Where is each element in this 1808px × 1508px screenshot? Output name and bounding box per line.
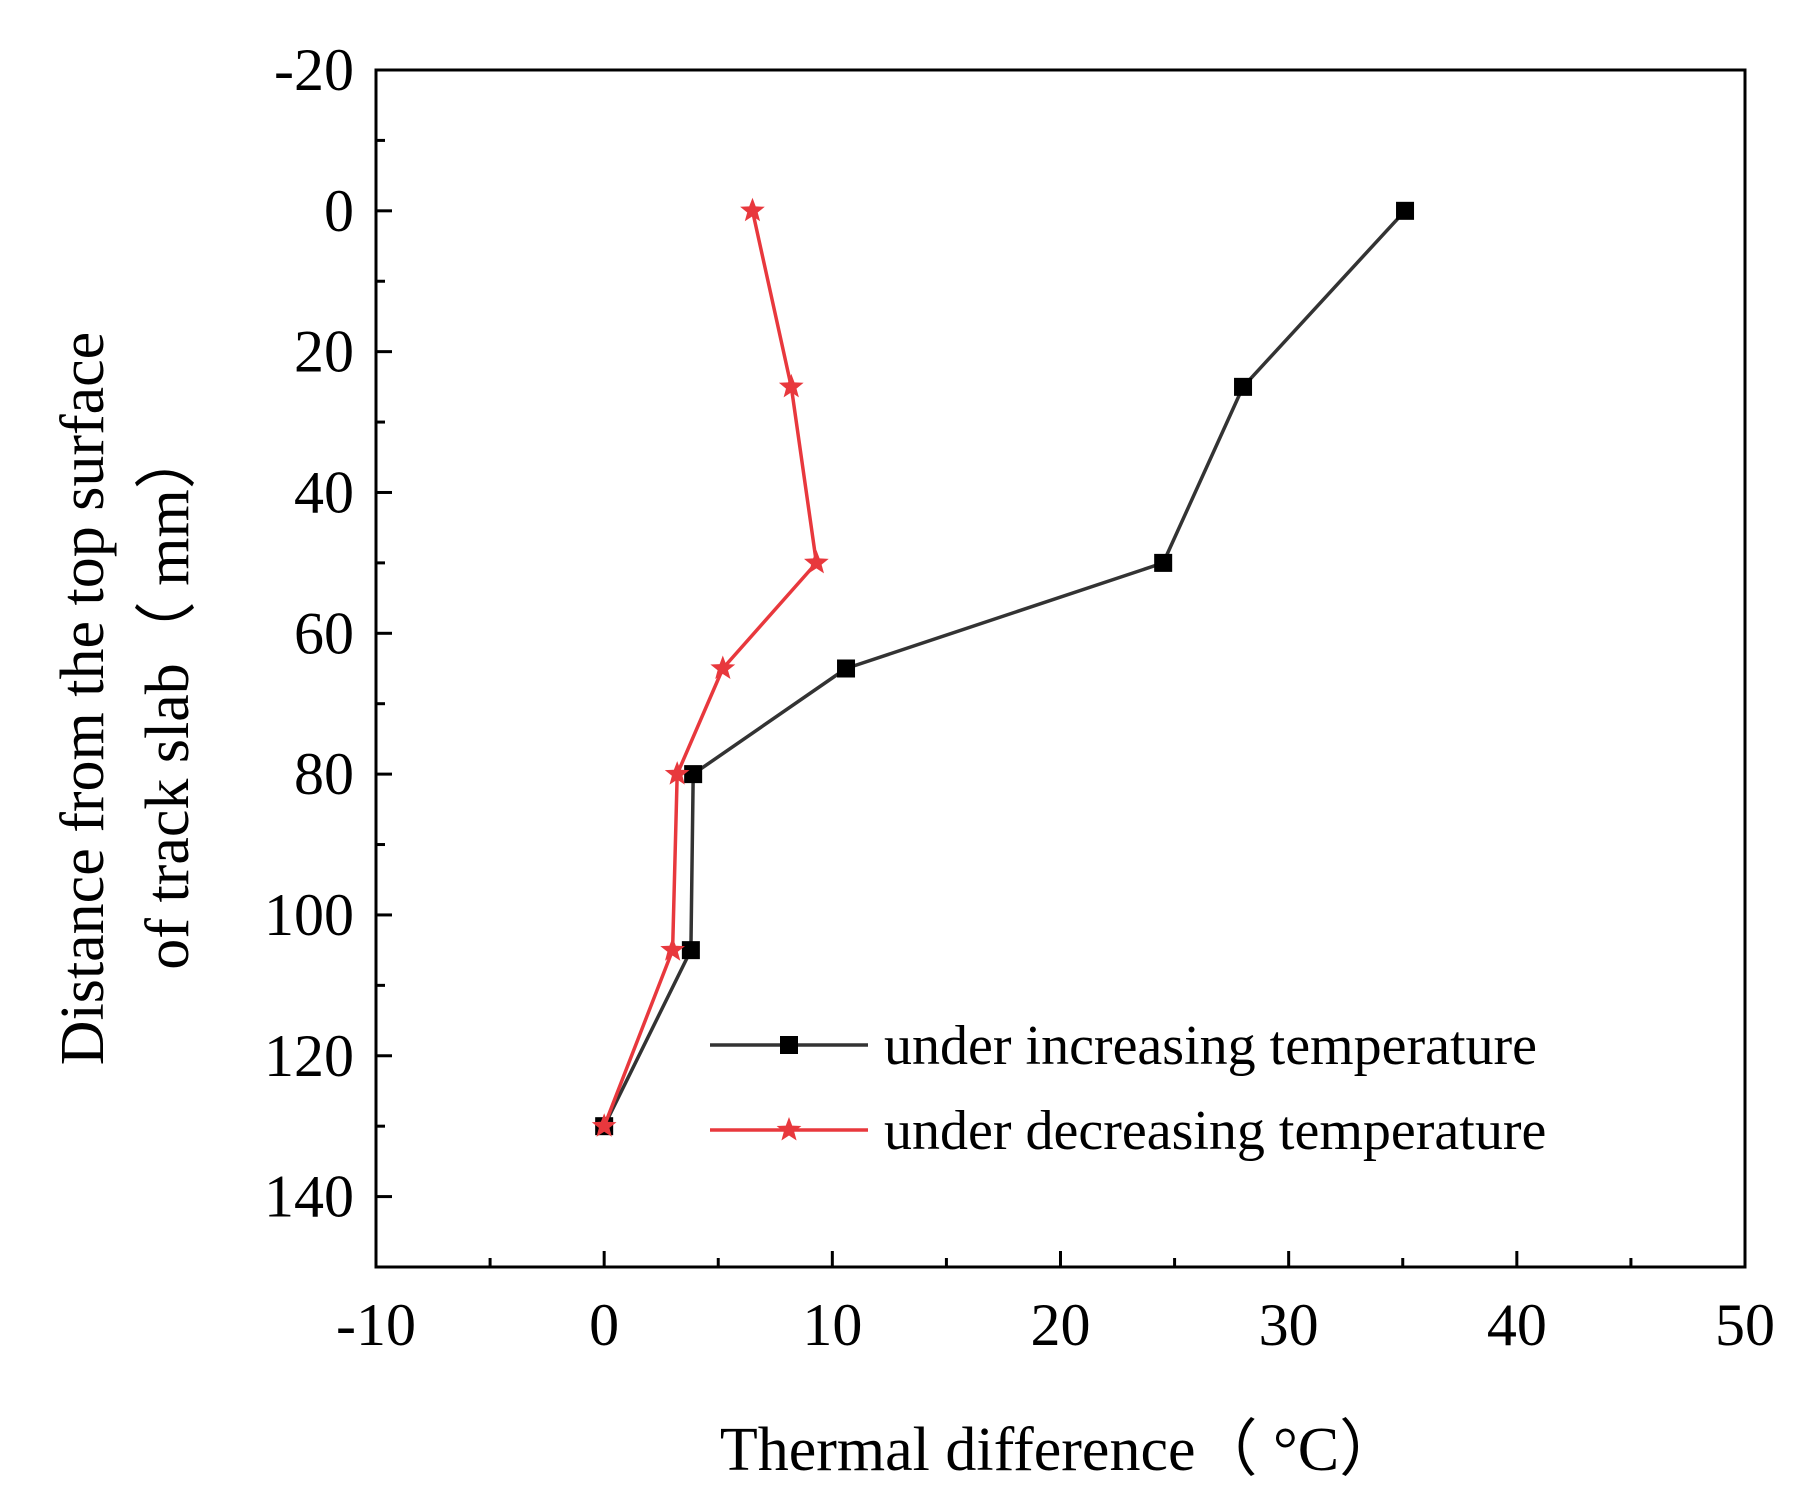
x-tick-label: 40 bbox=[1487, 1292, 1547, 1358]
data-point-decreasing bbox=[740, 197, 765, 222]
x-tick-label: 30 bbox=[1259, 1292, 1319, 1358]
x-tick-label: 20 bbox=[1031, 1292, 1091, 1358]
y-tick-label: 80 bbox=[294, 741, 354, 807]
y-axis-title-line-1: Distance from the top surface bbox=[49, 332, 117, 1065]
y-tick-label: 0 bbox=[324, 178, 354, 244]
x-tick-label: 50 bbox=[1715, 1292, 1775, 1358]
data-point-increasing bbox=[1234, 377, 1253, 396]
y-tick-label: 100 bbox=[264, 882, 354, 948]
data-point-decreasing bbox=[591, 1113, 617, 1137]
data-point-increasing bbox=[681, 941, 700, 960]
data-point-increasing bbox=[837, 659, 856, 678]
y-axis-title: Distance from the top surface of track s… bbox=[49, 332, 202, 1065]
legend: under increasing temperature under decre… bbox=[710, 1015, 1546, 1162]
series-layer bbox=[591, 197, 1415, 1137]
x-tick-label: -10 bbox=[336, 1292, 416, 1358]
x-tick-label: 10 bbox=[802, 1292, 862, 1358]
legend-label-decreasing: under decreasing temperature bbox=[884, 1100, 1546, 1162]
data-point-decreasing bbox=[804, 549, 829, 574]
data-point-increasing bbox=[684, 765, 703, 784]
x-axis-title: Thermal difference（ °C） bbox=[720, 1416, 1401, 1484]
legend-label-increasing: under increasing temperature bbox=[884, 1015, 1537, 1077]
data-point-decreasing bbox=[660, 937, 685, 961]
y-tick-label: 120 bbox=[264, 1023, 354, 1089]
y-tick-label: 140 bbox=[264, 1164, 354, 1230]
x-tick-label: 0 bbox=[589, 1292, 619, 1358]
y-tick-label: -20 bbox=[274, 37, 354, 103]
data-point-decreasing bbox=[778, 373, 804, 398]
y-axis-title-line-2: of track slab（ mm） bbox=[134, 427, 202, 969]
legend-marker-increasing bbox=[780, 1036, 798, 1054]
y-tick-label: 40 bbox=[294, 459, 354, 525]
data-point-increasing bbox=[1396, 201, 1415, 220]
data-point-increasing bbox=[1154, 553, 1173, 572]
data-point-decreasing bbox=[664, 761, 690, 785]
legend-marker-decreasing bbox=[776, 1117, 802, 1141]
data-point-decreasing bbox=[710, 655, 736, 679]
y-tick-label: 20 bbox=[294, 319, 354, 385]
y-tick-label: 60 bbox=[294, 600, 354, 666]
axes: -10 0 10 20 30 40 50 -20 0 20 40 60 80 100 120 140 bbox=[264, 37, 1775, 1358]
